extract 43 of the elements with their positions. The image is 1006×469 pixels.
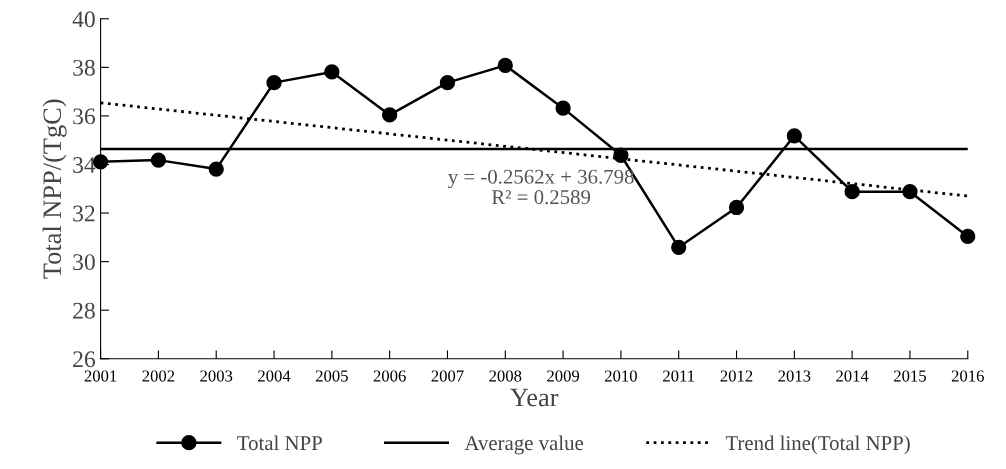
point xyxy=(555,100,571,116)
point xyxy=(439,74,456,91)
point xyxy=(960,228,976,245)
y-tick-label: 26 xyxy=(73,351,96,368)
point xyxy=(497,57,513,74)
y-tick-label: 36 xyxy=(73,108,96,125)
x-tick-label: 2003 xyxy=(200,370,233,382)
legend-label: Total NPP xyxy=(237,435,322,451)
x-tick-label: 2006 xyxy=(373,370,406,382)
point xyxy=(786,128,802,144)
x-tick-label: 2011 xyxy=(663,370,695,382)
point xyxy=(382,107,398,123)
point xyxy=(324,64,340,80)
x-tick-label: 2002 xyxy=(142,370,175,382)
y-tick-label: 40 xyxy=(72,11,95,28)
x-tick-label: 2014 xyxy=(836,370,869,382)
point xyxy=(208,161,224,177)
point xyxy=(150,152,167,168)
x-axis-title: Year xyxy=(510,388,559,407)
x-tick-label: 2007 xyxy=(431,370,464,382)
x-tick-label: 2001 xyxy=(84,370,117,382)
x-tick-label: 2016 xyxy=(951,370,984,382)
point xyxy=(728,199,745,216)
y-tick-label: 34 xyxy=(73,157,96,173)
annotation: y = -0.2562x + 36.798 R² = 0.2589 xyxy=(448,169,634,205)
x-tick-label: 2004 xyxy=(258,370,291,382)
x-tick-label: 2012 xyxy=(720,370,753,382)
x-tick-label: 2013 xyxy=(778,370,811,382)
y-tick-label: 38 xyxy=(73,59,95,76)
x-tick-label: 2009 xyxy=(547,370,580,382)
y-tick-label: 28 xyxy=(73,302,95,319)
x-tick-label: 2015 xyxy=(894,370,926,382)
y-tick-label: 30 xyxy=(73,254,95,271)
x-tick-label: 2008 xyxy=(489,370,522,382)
y-axis-title: Total NPP/(TgC) xyxy=(42,99,67,279)
x-tick-label: 2005 xyxy=(315,370,348,382)
x-tick-label: 2010 xyxy=(604,370,637,382)
point xyxy=(844,184,860,200)
legend-label: Average value xyxy=(464,435,584,455)
point xyxy=(266,74,282,91)
point xyxy=(671,239,687,255)
legend-label: Trend line(Total NPP) xyxy=(725,435,910,455)
y-tick-label: 32 xyxy=(73,205,95,222)
